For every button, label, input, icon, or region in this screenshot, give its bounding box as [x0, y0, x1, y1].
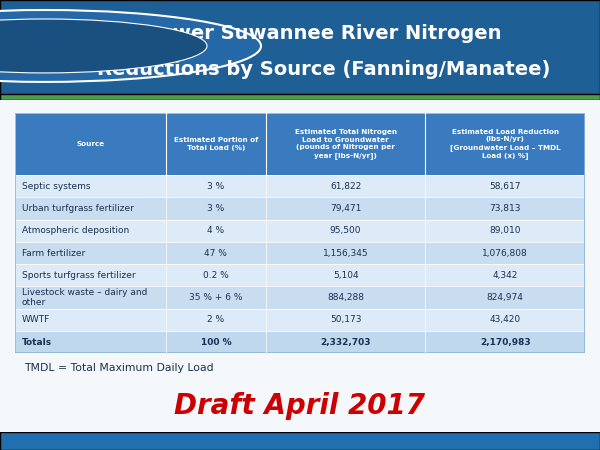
Text: 2,332,703: 2,332,703	[320, 338, 371, 346]
Text: Farm fertilizer: Farm fertilizer	[22, 248, 85, 257]
Text: Sports turfgrass fertilizer: Sports turfgrass fertilizer	[22, 271, 136, 280]
Text: Estimated Total Nitrogen
Load to Groundwater
(pounds of Nitrogen per
year [lbs-N: Estimated Total Nitrogen Load to Groundw…	[295, 129, 397, 158]
Text: 100 %: 100 %	[200, 338, 231, 346]
Text: Estimated Portion of
Total Load (%): Estimated Portion of Total Load (%)	[174, 137, 258, 151]
FancyBboxPatch shape	[15, 264, 585, 287]
FancyBboxPatch shape	[15, 287, 585, 309]
Text: 824,974: 824,974	[487, 293, 524, 302]
Text: 79,471: 79,471	[330, 204, 361, 213]
Text: 43,420: 43,420	[490, 315, 521, 324]
Text: 1,076,808: 1,076,808	[482, 248, 528, 257]
FancyBboxPatch shape	[15, 198, 585, 220]
Text: 3 %: 3 %	[208, 182, 224, 191]
Text: WWTF: WWTF	[22, 315, 50, 324]
Text: Reductions by Source (Fanning/Manatee): Reductions by Source (Fanning/Manatee)	[97, 60, 551, 80]
Text: 73,813: 73,813	[490, 204, 521, 213]
Text: 884,288: 884,288	[327, 293, 364, 302]
Text: Atmospheric deposition: Atmospheric deposition	[22, 226, 129, 235]
Text: 47 %: 47 %	[205, 248, 227, 257]
Circle shape	[0, 10, 261, 82]
FancyBboxPatch shape	[15, 220, 585, 242]
Text: Livestock waste – dairy and
other: Livestock waste – dairy and other	[22, 288, 147, 307]
Circle shape	[0, 19, 207, 73]
Text: 50,173: 50,173	[330, 315, 361, 324]
FancyBboxPatch shape	[15, 309, 585, 331]
FancyBboxPatch shape	[15, 331, 585, 353]
Text: 95,500: 95,500	[330, 226, 361, 235]
Text: TMDL = Total Maximum Daily Load: TMDL = Total Maximum Daily Load	[23, 363, 213, 373]
Text: Source: Source	[76, 141, 104, 147]
Text: Totals: Totals	[22, 338, 52, 346]
Text: 2,170,983: 2,170,983	[480, 338, 530, 346]
Text: Lower Suwannee River Nitrogen: Lower Suwannee River Nitrogen	[147, 24, 501, 44]
Text: 35 % + 6 %: 35 % + 6 %	[189, 293, 242, 302]
Text: 89,010: 89,010	[490, 226, 521, 235]
Text: 5,104: 5,104	[333, 271, 358, 280]
Text: 4 %: 4 %	[208, 226, 224, 235]
Text: Draft April 2017: Draft April 2017	[175, 392, 425, 420]
FancyBboxPatch shape	[15, 175, 585, 198]
FancyBboxPatch shape	[15, 112, 585, 175]
FancyBboxPatch shape	[0, 94, 600, 100]
Text: 58,617: 58,617	[490, 182, 521, 191]
Text: 4,342: 4,342	[493, 271, 518, 280]
Text: 3 %: 3 %	[208, 204, 224, 213]
FancyBboxPatch shape	[0, 0, 600, 100]
Text: 2 %: 2 %	[208, 315, 224, 324]
Text: 0.2 %: 0.2 %	[203, 271, 229, 280]
Text: Urban turfgrass fertilizer: Urban turfgrass fertilizer	[22, 204, 134, 213]
Text: 61,822: 61,822	[330, 182, 361, 191]
Text: 1,156,345: 1,156,345	[323, 248, 368, 257]
Text: Estimated Load Reduction
(lbs-N/yr)
[Groundwater Load – TMDL
Load (x) %]: Estimated Load Reduction (lbs-N/yr) [Gro…	[450, 129, 560, 159]
FancyBboxPatch shape	[15, 242, 585, 264]
Text: Septic systems: Septic systems	[22, 182, 91, 191]
FancyBboxPatch shape	[0, 432, 600, 450]
